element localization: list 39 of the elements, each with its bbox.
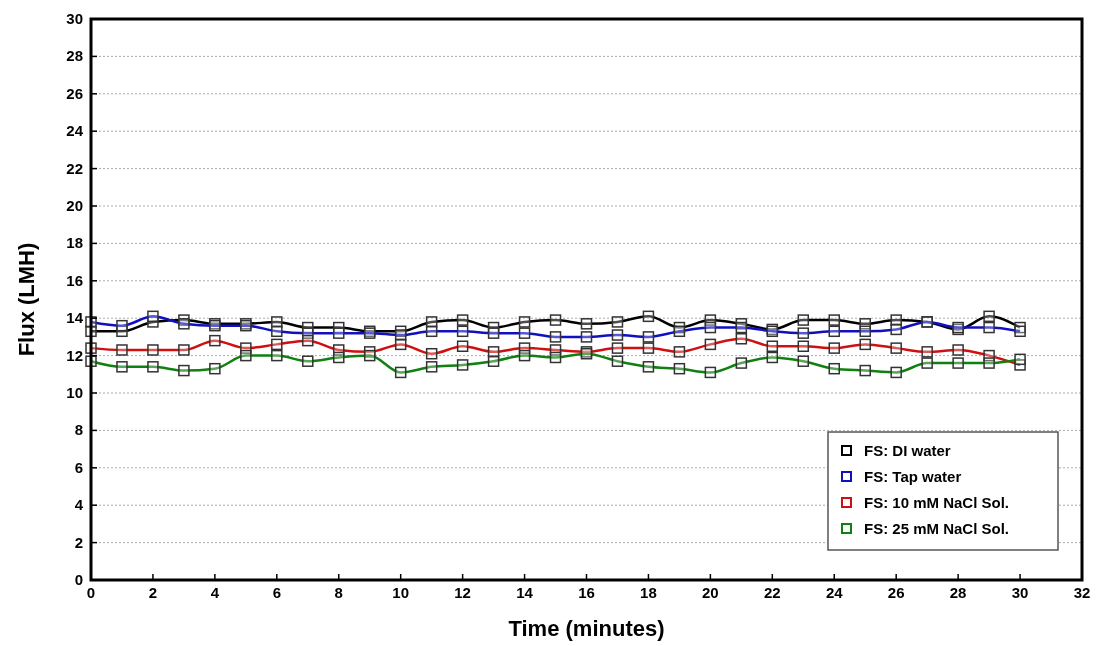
x-tick-label: 6: [272, 584, 281, 601]
y-tick-label: 14: [66, 309, 84, 327]
y-tick-label: 28: [66, 47, 83, 65]
legend-label: FS: 25 mM NaCl Sol.: [864, 520, 1010, 537]
y-tick-label: 22: [66, 159, 83, 177]
x-tick-label: 30: [1011, 584, 1029, 601]
x-tick-label: 14: [516, 584, 534, 601]
y-tick-label: 8: [74, 421, 83, 439]
x-tick-label: 16: [578, 584, 595, 601]
x-tick-label: 12: [454, 584, 471, 601]
x-tick-label: 0: [86, 584, 96, 601]
x-tick-label: 2: [148, 584, 158, 601]
x-tick-label: 20: [702, 584, 719, 601]
x-tick-label: 32: [1073, 584, 1091, 601]
y-tick-label: 4: [74, 496, 84, 514]
y-tick-label: 20: [66, 197, 83, 214]
legend-label: FS: Tap water: [864, 468, 962, 485]
y-tick-label: 24: [66, 122, 84, 140]
x-tick-label: 26: [887, 584, 905, 601]
x-tick-label: 28: [949, 584, 967, 601]
x-tick-label: 8: [334, 584, 343, 601]
y-tick-label: 12: [66, 346, 83, 364]
y-tick-label: 26: [66, 84, 83, 102]
x-axis-title: Time (minutes): [508, 616, 665, 641]
y-axis-title: Flux (LMH): [14, 242, 39, 357]
legend-label: FS: DI water: [864, 442, 951, 459]
x-tick-label: 10: [392, 584, 410, 601]
y-tick-label: 18: [66, 234, 83, 252]
x-tick-label: 22: [763, 584, 781, 601]
y-tick-label: 10: [66, 384, 83, 401]
x-tick-label: 18: [640, 584, 657, 601]
y-tick-label: 0: [74, 571, 83, 588]
x-tick-label: 4: [210, 584, 220, 601]
x-tick-label: 24: [825, 584, 844, 601]
legend-label: FS: 10 mM NaCl Sol.: [864, 494, 1010, 511]
y-tick-label: 2: [74, 533, 83, 551]
y-tick-label: 30: [66, 10, 83, 27]
y-tick-label: 16: [66, 271, 83, 289]
y-tick-label: 6: [74, 458, 83, 476]
